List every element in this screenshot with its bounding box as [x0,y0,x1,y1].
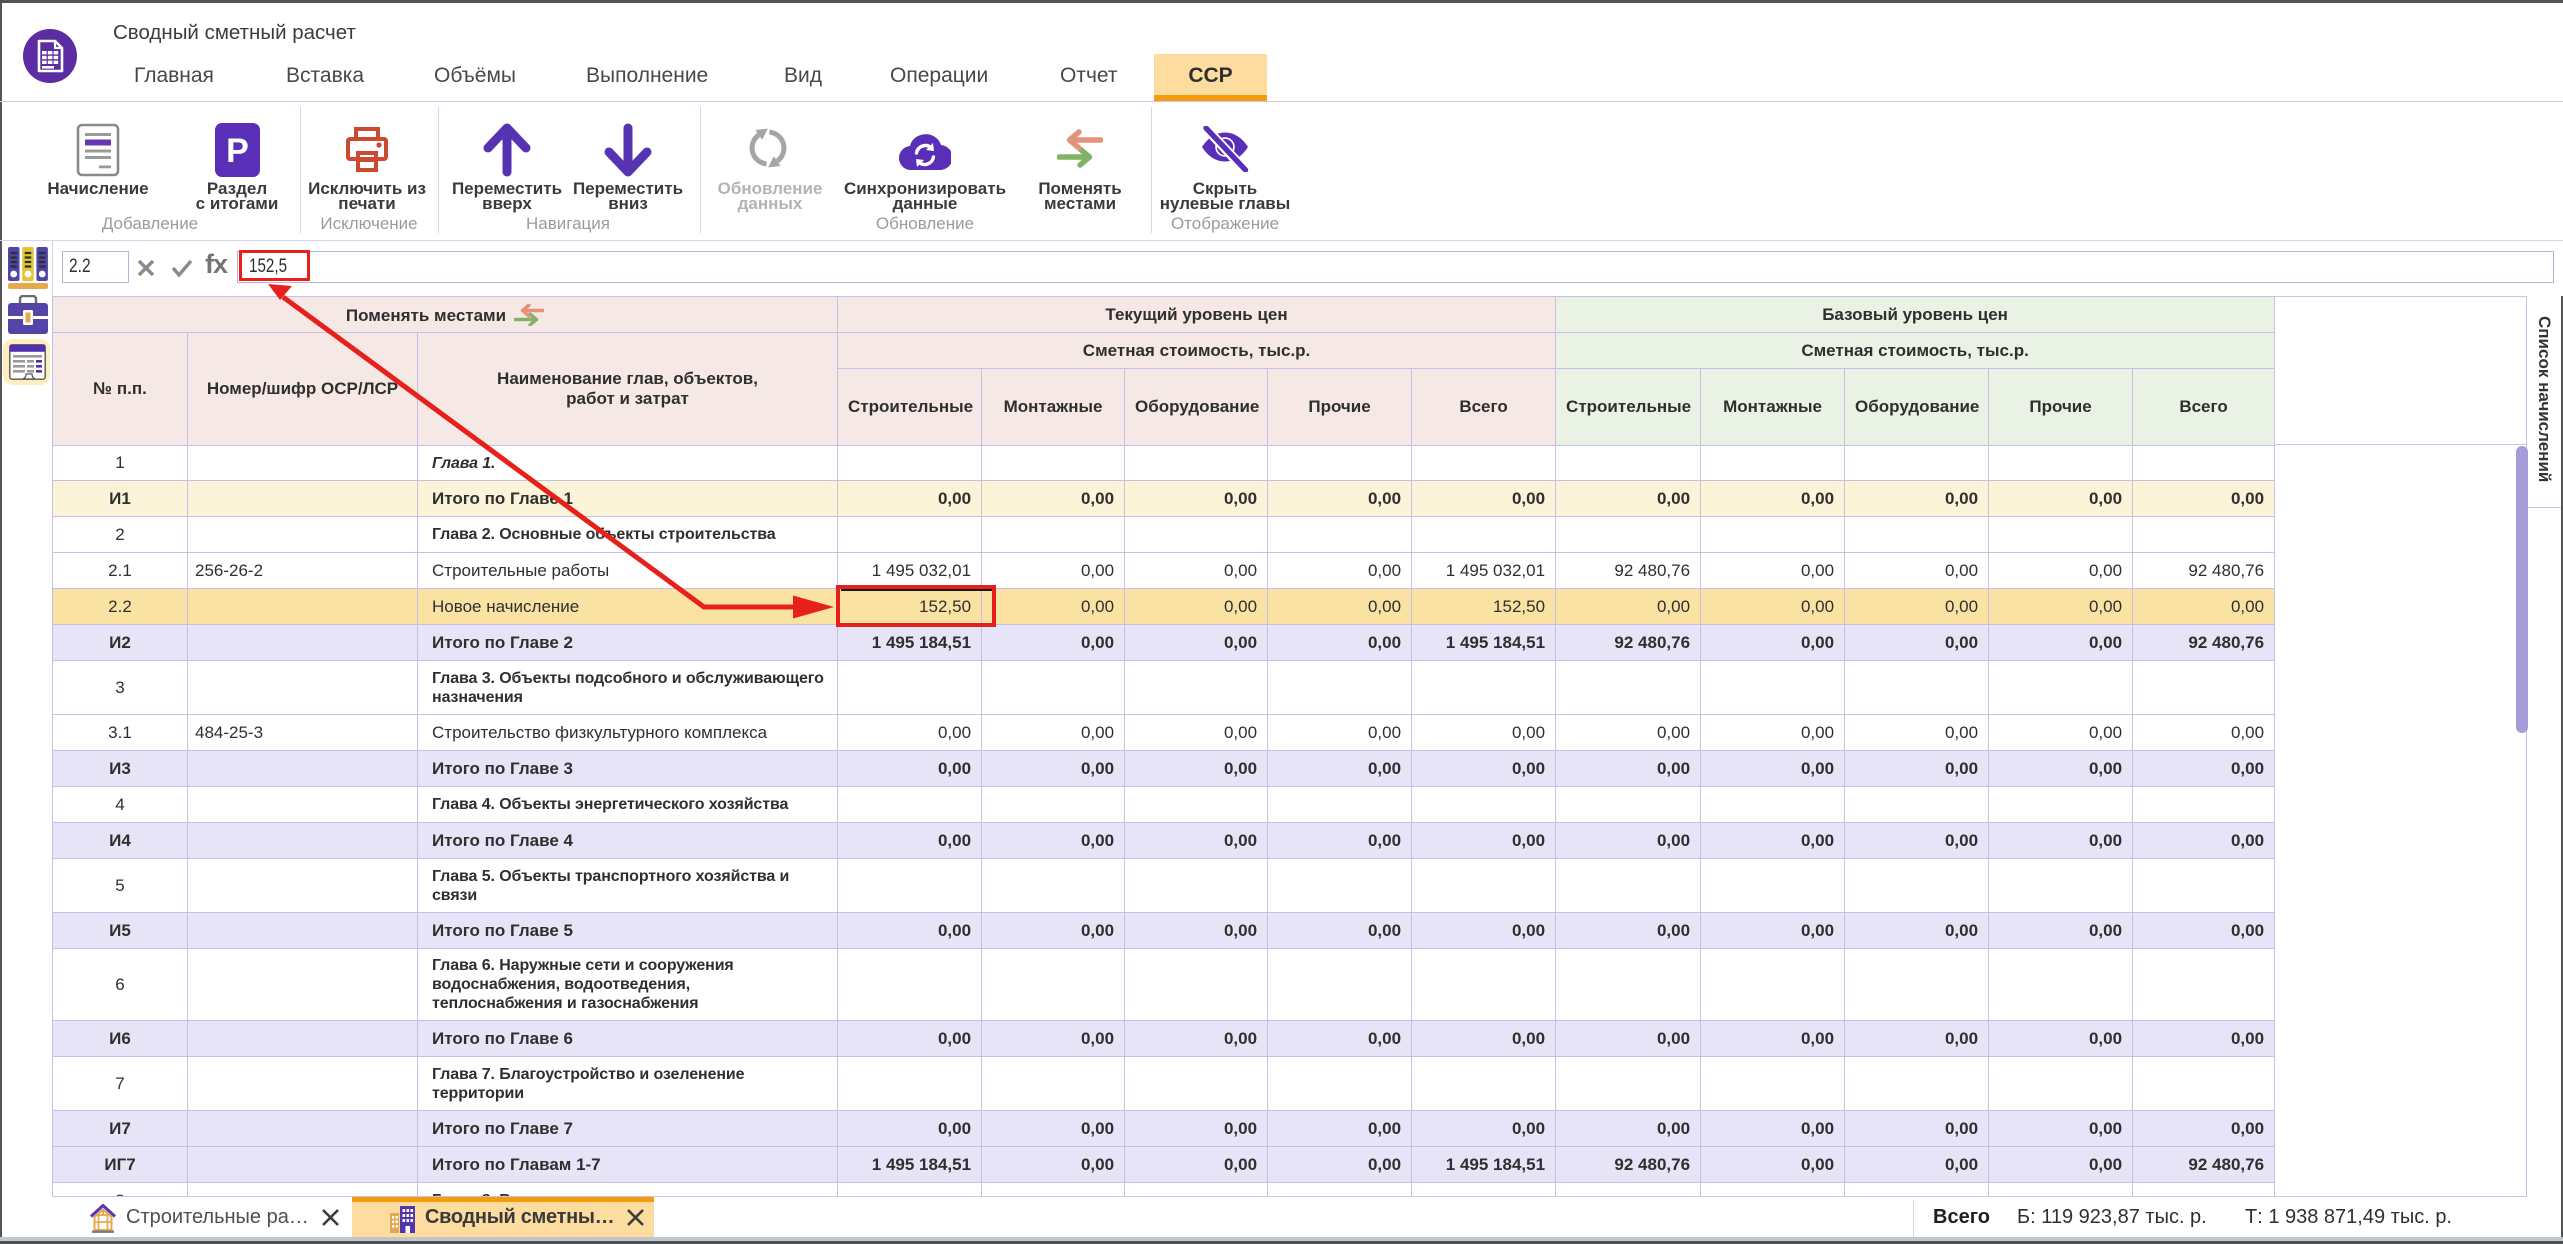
svg-text:P: P [226,132,249,170]
